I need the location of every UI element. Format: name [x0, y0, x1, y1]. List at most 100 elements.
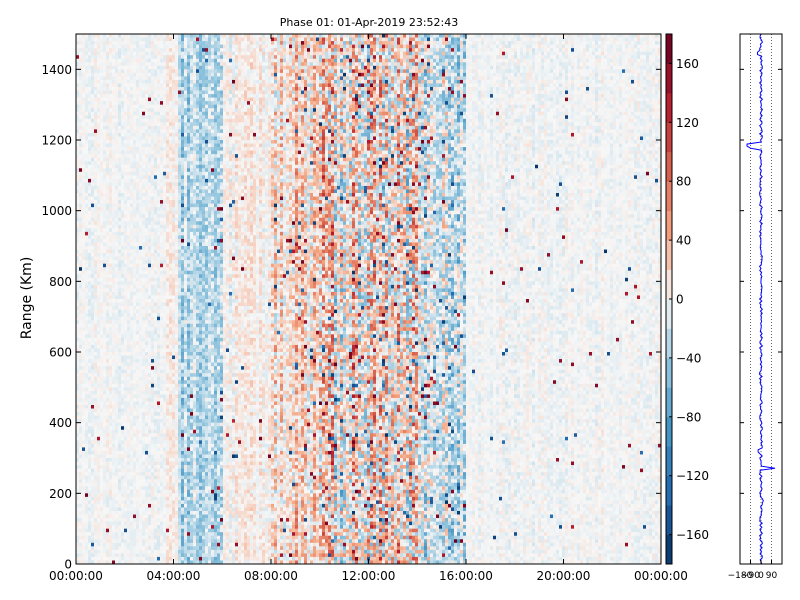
heatmap-cell	[148, 394, 151, 398]
heatmap-cell	[130, 158, 133, 162]
heatmap-cell	[127, 405, 130, 409]
heatmap-cell	[142, 472, 145, 476]
heatmap-cell	[157, 543, 160, 547]
heatmap-cell	[142, 91, 145, 95]
heatmap-cell	[100, 384, 103, 388]
heatmap-cell	[115, 536, 118, 540]
heatmap-cell	[157, 486, 160, 490]
heatmap-cell	[106, 490, 109, 494]
heatmap-cell	[115, 299, 118, 303]
heatmap-cell	[124, 327, 127, 331]
heatmap-cell	[154, 550, 157, 554]
heatmap-cell	[97, 158, 100, 162]
heatmap-cell	[166, 186, 169, 190]
heatmap-cell	[106, 331, 109, 335]
heatmap-cell	[145, 419, 148, 423]
heatmap-cell	[97, 423, 100, 427]
heatmap-cell	[97, 211, 100, 215]
heatmap-cell	[172, 115, 175, 119]
heatmap-cell	[166, 317, 169, 321]
heatmap-cell	[166, 91, 169, 95]
heatmap-cell	[148, 62, 151, 66]
heatmap-cell	[124, 242, 127, 246]
heatmap-cell	[127, 59, 130, 63]
heatmap-cell	[82, 168, 85, 172]
heatmap-cell	[160, 497, 163, 501]
heatmap-cell	[145, 409, 148, 413]
heatmap-cell	[82, 228, 85, 232]
heatmap-cell	[97, 430, 100, 434]
heatmap-cell	[97, 465, 100, 469]
heatmap-cell	[157, 91, 160, 95]
heatmap-cell	[139, 87, 142, 91]
heatmap-cell	[97, 303, 100, 307]
heatmap-cell	[157, 214, 160, 218]
heatmap-cell	[124, 334, 127, 338]
heatmap-cell	[172, 129, 175, 133]
heatmap-cell	[160, 412, 163, 416]
heatmap-cell	[97, 462, 100, 466]
heatmap-cell	[79, 271, 82, 275]
heatmap-cell	[145, 221, 148, 225]
heatmap-cell	[79, 126, 82, 130]
heatmap-cell	[169, 391, 172, 395]
heatmap-cell	[169, 281, 172, 285]
heatmap-cell	[82, 433, 85, 437]
heatmap-cell	[136, 140, 139, 144]
heatmap-cell	[157, 94, 160, 98]
heatmap-cell	[106, 144, 109, 148]
heatmap-cell	[79, 341, 82, 345]
heatmap-cell	[148, 423, 151, 427]
heatmap-cell	[94, 493, 97, 497]
heatmap-cell	[112, 204, 115, 208]
heatmap-cell	[136, 101, 139, 105]
heatmap-cell	[109, 34, 112, 38]
heatmap-cell	[85, 423, 88, 427]
heatmap-cell	[91, 299, 94, 303]
heatmap-cell	[118, 76, 121, 80]
heatmap-cell	[76, 387, 79, 391]
heatmap-cell	[142, 105, 145, 109]
heatmap-cell	[166, 472, 169, 476]
heatmap-cell	[151, 412, 154, 416]
heatmap-cell	[142, 52, 145, 56]
heatmap-cell	[82, 55, 85, 59]
heatmap-cell	[97, 366, 100, 370]
heatmap-cell	[163, 543, 166, 547]
heatmap-cell	[139, 497, 142, 501]
heatmap-cell	[145, 469, 148, 473]
heatmap-cell	[175, 45, 178, 49]
heatmap-cell	[145, 444, 148, 448]
heatmap-cell	[157, 341, 160, 345]
heatmap-cell	[118, 112, 121, 116]
heatmap-cell	[124, 214, 127, 218]
heatmap-cell	[142, 373, 145, 377]
heatmap-cell	[115, 214, 118, 218]
heatmap-cell	[160, 313, 163, 317]
heatmap-cell	[175, 133, 178, 137]
heatmap-cell	[91, 165, 94, 169]
heatmap-cell	[151, 451, 154, 455]
heatmap-cell	[76, 518, 79, 522]
heatmap-cell	[172, 122, 175, 126]
heatmap-cell	[121, 447, 124, 451]
heatmap-cell	[139, 511, 142, 515]
heatmap-cell	[157, 83, 160, 87]
heatmap-cell	[106, 288, 109, 292]
heatmap-cell	[124, 122, 127, 126]
heatmap-cell	[88, 292, 91, 296]
heatmap-cell	[109, 105, 112, 109]
heatmap-cell	[172, 338, 175, 342]
heatmap-cell	[124, 172, 127, 176]
heatmap-cell	[166, 454, 169, 458]
heatmap-cell	[79, 144, 82, 148]
heatmap-cell	[97, 45, 100, 49]
heatmap-cell	[85, 264, 88, 268]
heatmap-cell	[106, 341, 109, 345]
heatmap-cell	[163, 281, 166, 285]
heatmap-cell	[118, 225, 121, 229]
heatmap-cell	[121, 430, 124, 434]
heatmap-cell	[157, 437, 160, 441]
heatmap-cell	[163, 271, 166, 275]
heatmap-cell	[112, 497, 115, 501]
